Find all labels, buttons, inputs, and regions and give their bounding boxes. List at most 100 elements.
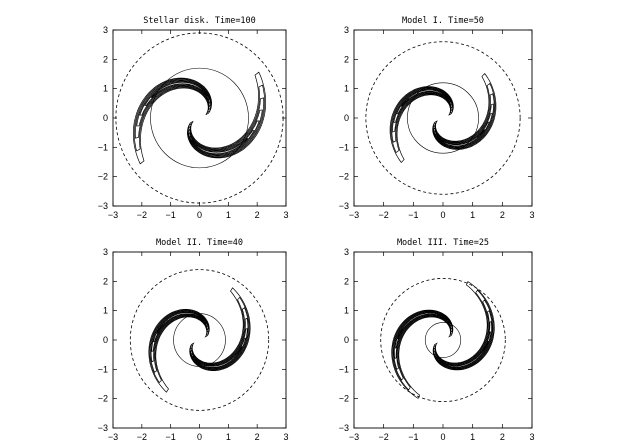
x-tick-label: 1 — [226, 432, 231, 442]
x-tick-label: 3 — [529, 432, 534, 442]
x-tick-label: −1 — [408, 432, 418, 442]
y-tick-label: 1 — [344, 306, 349, 316]
x-tick-label: −3 — [108, 432, 118, 442]
y-tick-label: −1 — [339, 142, 349, 152]
contour-arm-1-level-1 — [389, 86, 454, 164]
y-tick-label: 3 — [103, 25, 108, 35]
contour-arm-1-level-4 — [136, 79, 211, 127]
contour-arm-2-level-3 — [433, 299, 494, 370]
contour-arm-2-level-6 — [435, 121, 490, 147]
contour-arm-1-level-2 — [392, 310, 453, 391]
outer-resonance-circle — [129, 269, 270, 411]
x-tick-label: −3 — [108, 210, 118, 220]
y-tick-label: 1 — [103, 306, 108, 316]
contour-arm-2-level-4 — [433, 103, 494, 149]
x-tick-label: −1 — [166, 210, 176, 220]
contour-arm-1-level-3 — [134, 79, 212, 139]
x-tick-label: −1 — [408, 210, 418, 220]
y-tick-label: −3 — [339, 423, 349, 433]
panel-model-1: Model I. Time=50 −3 −2 −1 0 1 2 3 −3 −2 −1 0 1 2 3 — [339, 16, 535, 220]
contour-arm-2-level-4 — [433, 310, 493, 369]
panel-title: Stellar disk. Time=100 — [143, 16, 256, 26]
y-tick-label: −1 — [98, 142, 108, 152]
y-tick-label: 2 — [344, 54, 349, 64]
x-tick-label: 3 — [529, 210, 534, 220]
y-tick-label: 0 — [344, 113, 349, 123]
contour-arm-2-level-5 — [434, 321, 492, 369]
contour-arm-1-level-6 — [144, 81, 210, 107]
panel-title: Model III. Time=25 — [397, 238, 489, 248]
contour-arm-2-level-6 — [189, 129, 255, 155]
contour-arm-2-level-3 — [187, 97, 265, 157]
contour-arm-2-level-1 — [432, 281, 495, 371]
x-tick-label: −2 — [379, 432, 389, 442]
y-tick-label: −2 — [98, 172, 108, 182]
x-tick-label: 2 — [255, 432, 260, 442]
contour-arm-2-level-3 — [189, 307, 249, 370]
y-tick-label: −3 — [339, 201, 349, 211]
contour-arm-1-level-1 — [132, 77, 212, 165]
corotation-circle — [173, 313, 226, 367]
outer-resonance-circle — [380, 277, 506, 402]
y-tick-label: 3 — [103, 247, 108, 257]
contour-arm-1-level-3 — [391, 87, 454, 143]
y-tick-label: 1 — [344, 84, 349, 94]
contour-arm-1-level-7 — [156, 312, 205, 334]
x-tick-label: 0 — [197, 210, 202, 220]
y-tick-label: −3 — [98, 201, 108, 211]
x-tick-label: 0 — [440, 210, 445, 220]
contour-arm-1-level-7 — [397, 312, 448, 339]
panel-title: Model I. Time=50 — [402, 16, 484, 26]
y-tick-label: −1 — [98, 364, 108, 374]
contour-arm-1-level-5 — [151, 311, 209, 352]
panel-model-3: Model III. Time=25 −3 −2 −1 0 1 2 3 −3 −2 −1 0 1 2 3 — [339, 238, 535, 442]
y-tick-label: 2 — [103, 276, 108, 286]
y-tick-label: −1 — [339, 364, 349, 374]
contour-arm-2-level-1 — [432, 72, 497, 150]
panel-model-2: Model II. Time=40 −3 −2 −1 0 1 2 3 −3 −2 −1 0 1 2 3 — [98, 238, 289, 442]
y-tick-label: 3 — [344, 247, 349, 257]
contour-arm-1-level-2 — [390, 86, 454, 154]
contour-arm-2-level-3 — [432, 93, 495, 149]
x-tick-label: −2 — [379, 210, 389, 220]
contour-arm-2-level-4 — [188, 109, 263, 157]
outer-resonance-circle — [365, 41, 521, 195]
contour-arm-1-level-4 — [150, 310, 209, 363]
contour-arm-2-level-4 — [190, 317, 249, 370]
plot-frame — [353, 29, 533, 207]
y-tick-label: 0 — [103, 113, 108, 123]
corotation-circle — [407, 82, 479, 154]
plot-frame — [112, 29, 287, 207]
contour-arm-2-level-6 — [436, 331, 492, 368]
panel-title: Model II. Time=40 — [156, 238, 243, 248]
contour-arm-2-level-7 — [194, 346, 243, 368]
x-tick-label: 3 — [283, 432, 288, 442]
contour-arm-2-level-2 — [433, 289, 494, 370]
contour-arm-2-level-7 — [438, 341, 489, 368]
x-tick-label: −2 — [137, 432, 147, 442]
y-tick-label: 0 — [344, 335, 349, 345]
corotation-circle — [150, 67, 249, 169]
x-tick-label: 2 — [500, 432, 505, 442]
x-tick-label: 1 — [470, 210, 475, 220]
contour-arm-1-level-2 — [149, 309, 210, 384]
y-tick-label: 1 — [103, 84, 108, 94]
y-tick-label: 0 — [103, 335, 108, 345]
x-tick-label: 0 — [197, 432, 202, 442]
contour-arm-2-level-6 — [192, 337, 247, 369]
x-tick-label: −2 — [137, 210, 147, 220]
contour-arm-1-level-2 — [133, 78, 212, 152]
contour-arm-2-level-5 — [190, 328, 248, 369]
x-tick-label: 2 — [500, 210, 505, 220]
contour-arm-2-level-7 — [436, 129, 486, 147]
contour-arm-1-level-5 — [394, 311, 452, 359]
contour-arm-2-level-2 — [432, 82, 496, 150]
x-tick-label: 1 — [470, 432, 475, 442]
contour-arm-1-level-3 — [392, 310, 453, 381]
y-tick-label: −2 — [339, 172, 349, 182]
contour-arm-2-level-2 — [187, 84, 266, 158]
y-tick-label: −2 — [339, 394, 349, 404]
contour-arm-2-level-7 — [191, 137, 249, 155]
contour-arm-2-level-5 — [188, 120, 260, 156]
